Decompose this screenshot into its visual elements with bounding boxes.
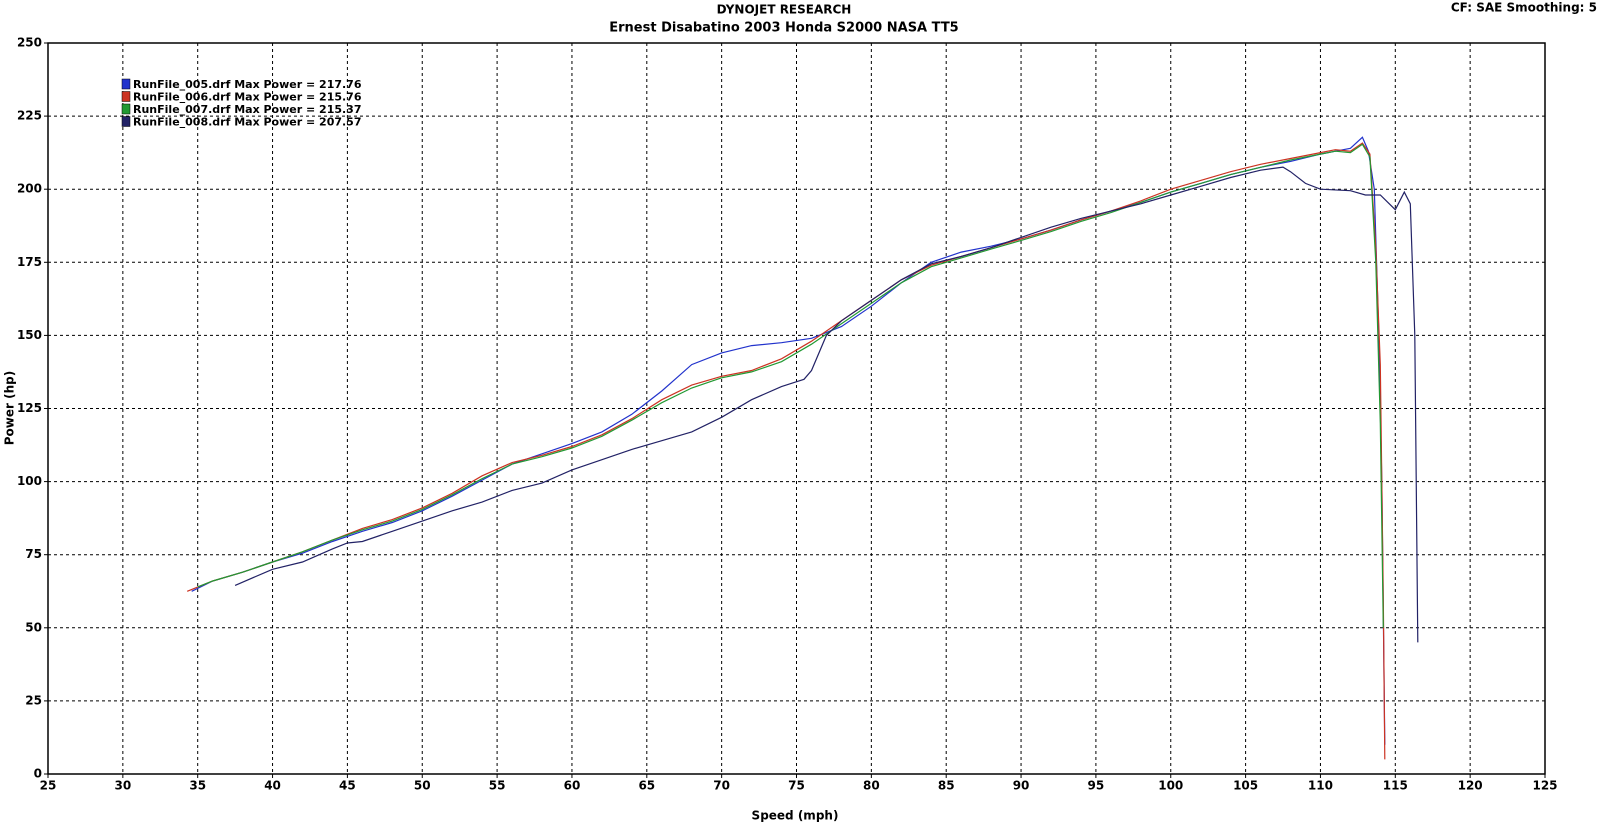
x-tick-label: 110 xyxy=(1308,779,1333,793)
x-tick-label: 85 xyxy=(938,779,955,793)
y-tick-label: 150 xyxy=(17,328,42,342)
y-tick-label: 225 xyxy=(17,109,42,123)
x-tick-label: 115 xyxy=(1383,779,1408,793)
legend-swatch xyxy=(121,91,131,102)
x-tick-label: 90 xyxy=(1013,779,1030,793)
x-tick-label: 120 xyxy=(1458,779,1483,793)
x-tick-label: 25 xyxy=(40,779,57,793)
x-tick-label: 100 xyxy=(1158,779,1183,793)
legend-label: RunFile_007.drf Max Power = 215.37 xyxy=(133,103,362,116)
x-tick-label: 30 xyxy=(114,779,131,793)
y-tick-label: 50 xyxy=(25,620,42,634)
legend-label: RunFile_006.drf Max Power = 215.76 xyxy=(133,91,362,104)
y-tick-label: 175 xyxy=(17,255,42,269)
x-tick-label: 40 xyxy=(264,779,281,793)
x-tick-label: 45 xyxy=(339,779,356,793)
series-line xyxy=(191,136,1386,745)
y-tick-label: 200 xyxy=(17,182,42,196)
y-tick-label: 0 xyxy=(34,767,42,781)
legend-swatch xyxy=(121,78,131,90)
legend-label: RunFile_008.drf Max Power = 207.57 xyxy=(133,116,362,129)
x-tick-label: 35 xyxy=(189,779,206,793)
x-tick-label: 125 xyxy=(1532,779,1557,793)
x-tick-label: 80 xyxy=(863,779,880,793)
x-tick-label: 65 xyxy=(638,779,655,793)
x-tick-label: 55 xyxy=(489,779,506,793)
y-tick-label: 250 xyxy=(17,36,42,50)
x-tick-label: 105 xyxy=(1233,779,1258,793)
y-tick-label: 125 xyxy=(17,401,42,415)
legend-label: RunFile_005.drf Max Power = 217.76 xyxy=(133,78,362,91)
chart-subtitle: Ernest Disabatino 2003 Honda S2000 NASA … xyxy=(609,21,958,36)
series-line xyxy=(197,143,1384,628)
chart-title: DYNOJET RESEARCH xyxy=(717,3,852,17)
annotation: CF: SAE Smoothing: 5 xyxy=(1451,1,1597,15)
x-tick-label: 50 xyxy=(414,779,431,793)
x-axis-label: Speed (mph) xyxy=(752,809,839,823)
legend-swatch xyxy=(121,103,131,115)
y-tick-label: 75 xyxy=(25,547,42,561)
series-line xyxy=(234,166,1419,643)
legend-swatch xyxy=(121,116,131,127)
y-tick-label: 100 xyxy=(17,474,42,488)
x-tick-label: 60 xyxy=(564,779,581,793)
x-tick-label: 75 xyxy=(788,779,805,793)
x-tick-label: 70 xyxy=(713,779,730,793)
y-tick-label: 25 xyxy=(25,693,42,707)
x-tick-label: 95 xyxy=(1088,779,1105,793)
series-line xyxy=(186,142,1386,760)
y-axis-label: Power (hp) xyxy=(3,371,17,445)
